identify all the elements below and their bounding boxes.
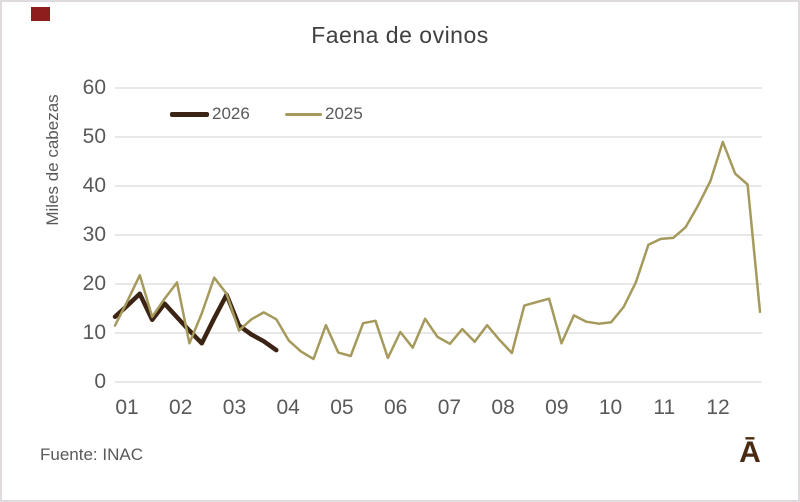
red-square-decoration	[31, 7, 50, 21]
x-tick-label-01: 01	[115, 396, 139, 419]
y-tick-label-30: 30	[82, 223, 106, 246]
x-tick-label-09: 09	[545, 396, 569, 419]
legend-item-2026: 2026	[170, 104, 250, 124]
legend-swatch-2026	[170, 111, 209, 117]
x-tick-label-05: 05	[330, 396, 354, 419]
x-tick-label-02: 02	[169, 396, 193, 419]
x-tick-label-04: 04	[276, 396, 300, 419]
y-tick-label-60: 60	[82, 76, 106, 99]
y-tick-label-40: 40	[82, 174, 106, 197]
x-tick-label-08: 08	[491, 396, 515, 419]
x-tick-label-12: 12	[706, 396, 730, 419]
legend-item-2025: 2025	[285, 104, 363, 124]
legend-label-2026: 2026	[212, 104, 250, 123]
y-axis-title: Miles de cabezas	[43, 94, 62, 226]
x-tick-label-11: 11	[653, 396, 676, 419]
y-tick-label-50: 50	[82, 125, 106, 148]
chart-title: Faena de ovinos	[311, 22, 489, 48]
x-tick-label-06: 06	[383, 396, 408, 419]
x-tick-label-07: 07	[437, 396, 462, 419]
series-line-2025	[113, 140, 762, 361]
series-line-2026	[112, 291, 279, 353]
legend-swatch-2025	[285, 112, 322, 116]
source-note: Fuente: INAC	[40, 445, 143, 464]
x-tick-label-10: 10	[598, 396, 623, 419]
y-tick-label-20: 20	[82, 272, 106, 295]
watermark-letter: Ā	[739, 436, 761, 469]
legend-label-2025: 2025	[325, 104, 363, 123]
x-tick-label-03: 03	[222, 396, 247, 419]
y-tick-label-0: 0	[94, 370, 106, 393]
y-tick-label-10: 10	[82, 321, 106, 344]
